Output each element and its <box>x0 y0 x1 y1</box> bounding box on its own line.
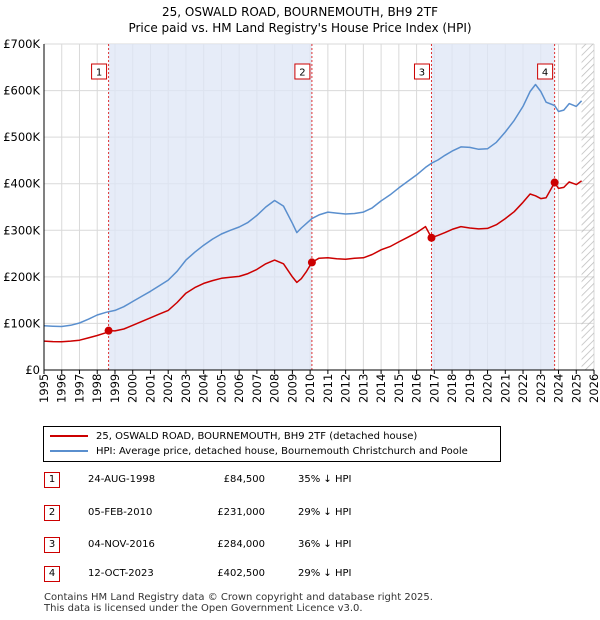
x-tick-label: 2010 <box>303 374 317 403</box>
sale-date: 12-OCT-2023 <box>88 568 154 579</box>
x-tick-label: 2021 <box>498 374 512 403</box>
x-tick-label: 2011 <box>321 374 335 403</box>
y-tick-label: £100K <box>3 316 40 330</box>
sale-badge: 4 <box>44 566 60 582</box>
x-tick-label: 2000 <box>126 374 140 403</box>
x-tick-label: 2002 <box>161 374 175 403</box>
sale-hpi-diff: 29% ↓ HPI <box>298 507 352 518</box>
ownership-span <box>108 44 312 370</box>
sale-number-badge <box>91 63 108 80</box>
x-tick-label: 1999 <box>108 374 122 403</box>
sale-hpi-diff: 36% ↓ HPI <box>298 539 352 550</box>
x-tick-label: 2016 <box>410 374 424 403</box>
sale-point <box>104 326 113 335</box>
y-tick-label: £700K <box>3 37 40 51</box>
x-tick-label: 2003 <box>179 374 193 403</box>
sale-badge: 2 <box>44 505 60 521</box>
sale-number-badge <box>294 63 311 80</box>
x-tick-label: 2020 <box>481 374 495 403</box>
x-tick-label: 2015 <box>392 374 406 403</box>
price-chart: 25, OSWALD ROAD, BOURNEMOUTH, BH9 2TF Pr… <box>3 5 600 403</box>
x-tick-label: 1996 <box>55 374 69 403</box>
chart-title-line1: 25, OSWALD ROAD, BOURNEMOUTH, BH9 2TF <box>162 5 438 19</box>
sale-price: £284,000 <box>217 539 265 550</box>
sale-price: £84,500 <box>223 474 265 485</box>
sale-badge: 1 <box>44 472 60 488</box>
table-row: 2 05-FEB-2010 £231,000 29% ↓ HPI <box>43 505 443 521</box>
legend-item-sales: 25, OSWALD ROAD, BOURNEMOUTH, BH9 2TF (d… <box>50 430 417 444</box>
sale-date: 05-FEB-2010 <box>88 507 153 518</box>
x-tick-label: 2009 <box>285 374 299 403</box>
x-tick-label: 1998 <box>90 374 104 403</box>
x-tick-label: 2001 <box>143 374 157 403</box>
x-tick-label: 2023 <box>534 374 548 403</box>
x-tick-label: 1997 <box>72 374 86 403</box>
sale-price: £231,000 <box>217 507 265 518</box>
x-tick-label: 2017 <box>427 374 441 403</box>
legend-label-sales: 25, OSWALD ROAD, BOURNEMOUTH, BH9 2TF (d… <box>96 431 418 442</box>
table-row: 4 12-OCT-2023 £402,500 29% ↓ HPI <box>43 566 443 582</box>
chart-legend: 25, OSWALD ROAD, BOURNEMOUTH, BH9 2TF (d… <box>43 426 501 462</box>
sale-point <box>427 233 436 242</box>
x-tick-label: 2005 <box>214 374 228 403</box>
sale-point <box>307 258 316 267</box>
legend-item-hpi: HPI: Average price, detached house, Bour… <box>50 445 468 459</box>
series-line-sales <box>43 180 583 343</box>
x-tick-label: 2018 <box>445 374 459 403</box>
x-tick-label: 2006 <box>232 374 246 403</box>
sale-number-label: 4 <box>542 68 548 79</box>
x-tick-label: 2013 <box>356 374 370 403</box>
table-row: 3 04-NOV-2016 £284,000 36% ↓ HPI <box>43 537 443 553</box>
x-tick-label: 2004 <box>197 374 211 403</box>
x-tick-label: 2008 <box>268 374 282 403</box>
sale-price: £402,500 <box>217 568 265 579</box>
x-tick-label: 2007 <box>250 374 264 403</box>
series-line-hpi <box>43 83 583 328</box>
sale-point <box>550 178 559 187</box>
legend-swatch-sales <box>50 435 88 437</box>
x-tick-label: 2022 <box>516 374 530 403</box>
y-tick-label: £400K <box>3 177 40 191</box>
y-tick-label: £0 <box>25 363 40 377</box>
footer-line-2: This data is licensed under the Open Gov… <box>44 603 363 614</box>
sale-date: 24-AUG-1998 <box>88 474 156 485</box>
x-tick-label: 2024 <box>552 374 566 403</box>
chart-title-line2: Price paid vs. HM Land Registry's House … <box>128 21 471 35</box>
footer-line-1: Contains HM Land Registry data © Crown c… <box>44 592 433 603</box>
sale-badge: 3 <box>44 537 60 553</box>
sale-number-badge <box>537 63 554 80</box>
sale-date: 04-NOV-2016 <box>88 539 155 550</box>
x-tick-label: 2026 <box>587 374 600 403</box>
legend-label-hpi: HPI: Average price, detached house, Bour… <box>96 446 468 457</box>
legend-swatch-hpi <box>50 450 88 452</box>
y-tick-label: £500K <box>3 130 40 144</box>
x-tick-label: 2019 <box>463 374 477 403</box>
ownership-span <box>431 44 555 370</box>
sale-number-label: 3 <box>419 68 425 79</box>
table-row: 1 24-AUG-1998 £84,500 35% ↓ HPI <box>43 472 443 488</box>
sale-hpi-diff: 29% ↓ HPI <box>298 568 352 579</box>
y-tick-label: £200K <box>3 270 40 284</box>
x-tick-label: 2025 <box>569 374 583 403</box>
footer-attribution: Contains HM Land Registry data © Crown c… <box>44 592 433 614</box>
sale-number-badge <box>413 63 430 80</box>
x-tick-label: 2012 <box>339 374 353 403</box>
sale-hpi-diff: 35% ↓ HPI <box>298 474 352 485</box>
y-tick-label: £300K <box>3 223 40 237</box>
y-tick-label: £600K <box>3 84 40 98</box>
forecast-hatch <box>581 44 594 370</box>
x-tick-label: 2014 <box>374 374 388 403</box>
x-tick-label: 1995 <box>37 374 51 403</box>
sale-number-label: 1 <box>96 68 102 79</box>
sale-number-label: 2 <box>299 68 305 79</box>
